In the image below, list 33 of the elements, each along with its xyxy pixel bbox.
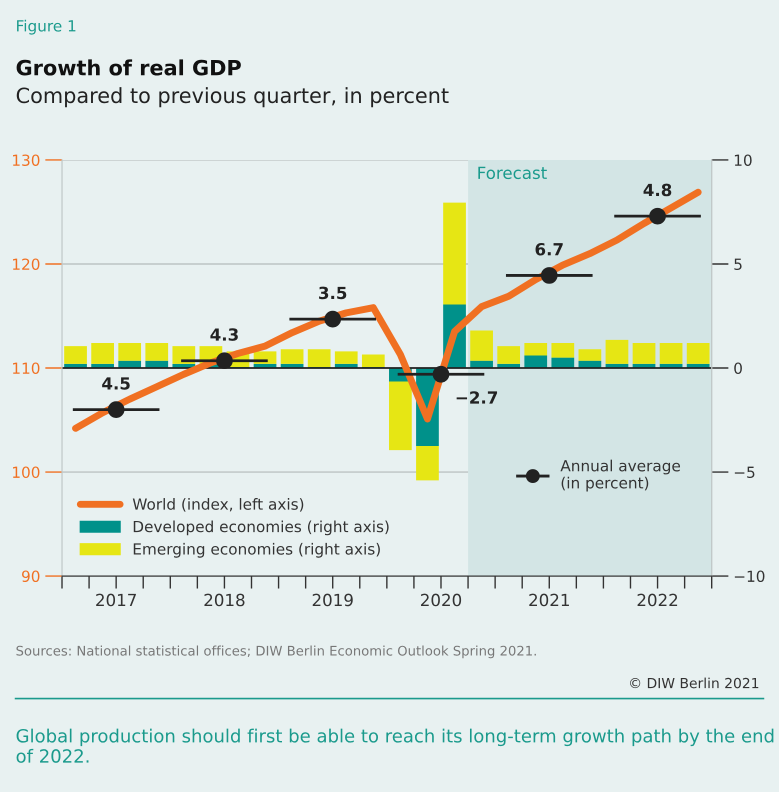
legend-label: World (index, left axis) [132,498,304,512]
annotation: 3.5 [319,286,346,300]
x-tick-label: 2021 [529,594,569,606]
x-tick-label: 2020 [421,594,462,606]
y-tick-label: 120 [12,258,40,270]
x-tick-label: 2018 [204,594,244,606]
text: © DIW Berlin 2021 [630,678,758,688]
y-tick-label: 100 [12,466,40,478]
legend-label: Annual average (in percent) [560,460,680,492]
y-tick-label: 110 [12,362,40,374]
y-tick-label: 130 [12,154,40,166]
chart-title: Growth of real GDP [16,59,241,76]
x-tick-label: 2017 [96,594,136,606]
y2-tick-label: −5 [734,466,754,478]
x-tick-label: 2022 [638,594,678,606]
chart-subtitle: Compared to previous quarter, in percent [16,87,449,108]
y2-tick-label: −10 [734,570,764,582]
legend-label: Developed economies (right axis) [134,520,389,536]
annotation: 4.3 [210,328,238,341]
annotation: −2.7 [456,391,498,404]
y2-tick-label: 10 [734,154,752,166]
source-note: Sources: National statistical offices; DIW Berlin Economic Outlook Spring 2021. [16,645,536,658]
y-tick-label: 90 [22,570,40,582]
band-label: Forecast [478,166,547,180]
y2-tick-label: 5 [734,258,742,270]
caption: Figure 1 [17,20,76,35]
text: Global production should first be able to reach its long-term growth path by the end of 2022. [16,728,774,763]
y2-tick-label: 0 [734,362,742,374]
annotation: 4.8 [644,184,672,196]
annotation: 6.7 [536,242,563,256]
annotation: 4.5 [102,377,130,390]
legend-label: Emerging economies (right axis) [134,542,380,558]
x-tick-label: 2019 [312,594,353,606]
